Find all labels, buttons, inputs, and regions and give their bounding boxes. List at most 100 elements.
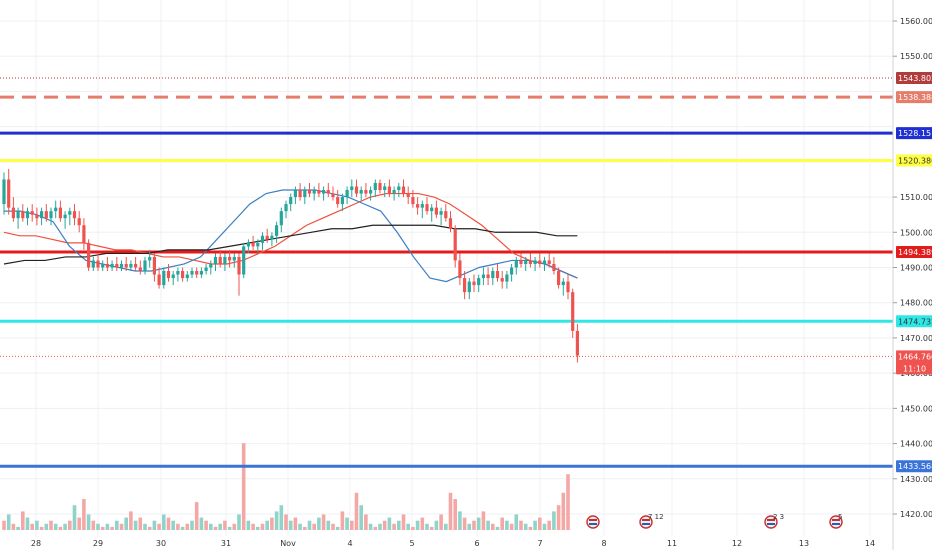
volume-bar [63, 523, 67, 530]
volume-bar [335, 526, 340, 530]
volume-bar [171, 520, 175, 530]
volume-bar [406, 523, 410, 530]
volume-bar [331, 523, 335, 530]
candle-body [148, 256, 152, 261]
volume-bar [340, 511, 345, 530]
candle-body [7, 179, 11, 208]
candle-body [552, 263, 556, 272]
candle-body [542, 260, 547, 264]
candle-body [336, 197, 340, 205]
candle-body [514, 260, 518, 268]
candle-body [63, 214, 67, 219]
candle-body [495, 271, 500, 279]
candle-body [176, 271, 180, 275]
volume-bar [16, 526, 20, 530]
volume-bar [138, 517, 143, 530]
candle-body [115, 263, 119, 268]
level-badge[interactable] [896, 154, 932, 167]
volume-bar [162, 514, 166, 530]
event-flag-stripe [642, 519, 650, 521]
volume-bar [542, 523, 547, 530]
time-tick-label: 8 [601, 539, 606, 548]
volume-bar [326, 520, 331, 530]
price-tick-label: 1450.000 [900, 404, 932, 413]
candle-body [359, 190, 363, 194]
volume-bar [100, 526, 105, 530]
candle-body [143, 260, 147, 272]
volume-bar [312, 523, 316, 530]
volume-bar [453, 499, 457, 530]
candle-body [270, 235, 274, 240]
candle-body [209, 263, 213, 268]
candle-body [237, 256, 241, 275]
candle-body [181, 271, 185, 279]
candle-body [439, 211, 443, 215]
volume-bar [476, 517, 481, 530]
level-badge[interactable] [896, 315, 932, 328]
event-count-label: 5 [838, 513, 842, 521]
candle-body [500, 278, 504, 282]
level-badge-text: 1543.802 [898, 74, 932, 83]
candle-body [505, 274, 509, 282]
volume-bar [82, 499, 86, 530]
candle-body [486, 274, 490, 279]
volume-bar [397, 520, 401, 530]
level-badge[interactable] [896, 127, 932, 140]
volume-bar [288, 520, 293, 530]
level-badge[interactable] [896, 246, 932, 259]
candle-body [171, 274, 175, 279]
candle-body [157, 274, 161, 286]
time-tick-label: 13 [799, 539, 809, 548]
event-flag-stripe [589, 519, 597, 521]
volume-bar [486, 520, 490, 530]
time-tick-label: 5 [409, 539, 414, 548]
volume-bar [143, 523, 147, 530]
candle-body [2, 179, 6, 205]
volume-bar [30, 523, 34, 530]
level-badge[interactable] [896, 72, 932, 85]
volume-bar [462, 517, 467, 530]
candle-body [510, 267, 514, 275]
last-price-badge[interactable] [896, 350, 932, 375]
volume-bar [58, 526, 63, 530]
volume-bar [382, 520, 387, 530]
volume-bar [293, 517, 298, 530]
volume-bar [265, 520, 269, 530]
volume-bar [298, 523, 302, 530]
candle-body [322, 190, 326, 194]
volume-bar [11, 523, 16, 530]
price-tick-label: 1430.000 [900, 475, 932, 484]
candle-body [434, 207, 438, 215]
volume-bar [523, 523, 528, 530]
candle-body [298, 190, 302, 198]
time-tick-label: 28 [31, 539, 41, 548]
event-flag-icon[interactable] [586, 515, 600, 529]
volume-bar [364, 514, 368, 530]
candle-body [472, 281, 476, 286]
price-tick-label: 1550.000 [900, 52, 932, 61]
time-tick-label: 11 [667, 539, 677, 548]
candle-body [96, 260, 100, 268]
candle-body [166, 271, 171, 279]
volume-bar [500, 517, 504, 530]
candle-body [354, 186, 359, 194]
price-tick-label: 1510.000 [900, 193, 932, 202]
candle-body [467, 281, 471, 293]
volume-bar [6, 514, 11, 530]
candle-body [260, 235, 265, 243]
candle-body [528, 260, 532, 264]
volume-bar [472, 520, 476, 530]
candle-body [566, 281, 570, 293]
volume-bar [434, 520, 439, 530]
candle-body [575, 330, 579, 356]
level-badge[interactable] [896, 460, 932, 473]
level-badge[interactable] [896, 91, 932, 104]
price-tick-label: 1560.000 [900, 17, 932, 26]
candle-body [256, 242, 260, 247]
candle-body [25, 211, 30, 219]
event-flag-stripe [767, 523, 775, 525]
volume-bar [72, 505, 77, 530]
candle-body [246, 242, 250, 247]
